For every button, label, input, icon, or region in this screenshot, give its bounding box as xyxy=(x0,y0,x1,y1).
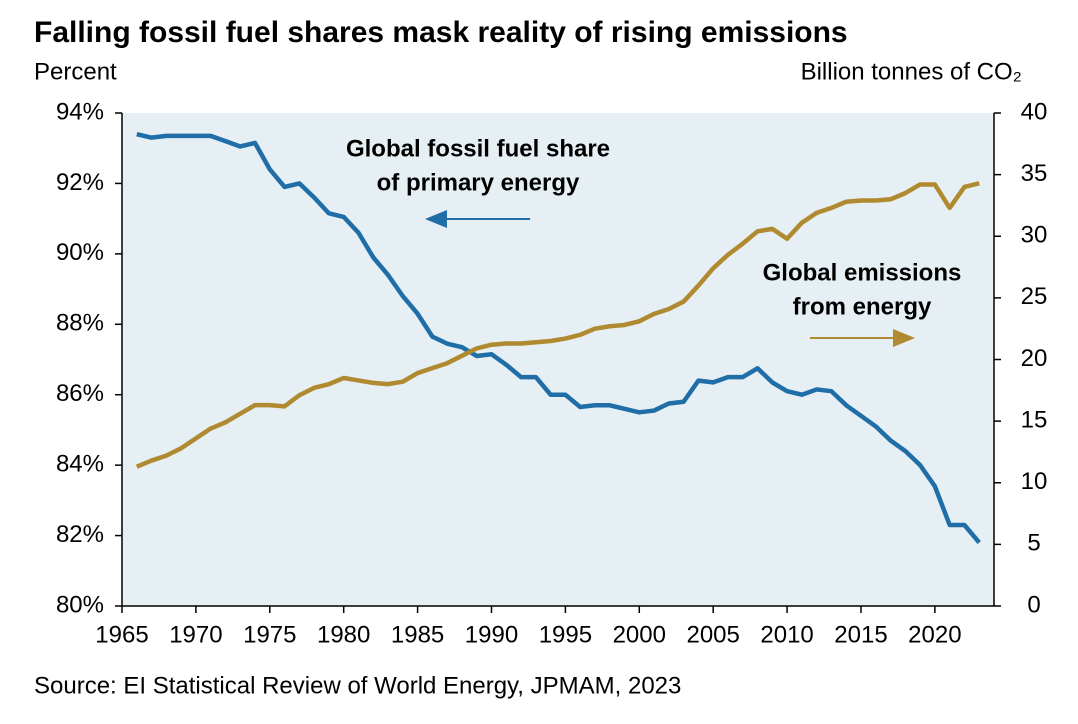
y2-tick-label: 40 xyxy=(1021,98,1048,125)
source: Source: EI Statistical Review of World E… xyxy=(34,672,681,699)
y-tick-label: 90% xyxy=(56,239,104,266)
y-axis-label: Percent xyxy=(34,58,117,85)
x-tick-label: 1980 xyxy=(317,621,370,648)
x-tick-label: 2015 xyxy=(834,621,887,648)
x-tick-label: 2010 xyxy=(760,621,813,648)
chart-title: Falling fossil fuel shares mask reality … xyxy=(34,16,848,49)
y-tick-label: 86% xyxy=(56,380,104,407)
y2-tick-label: 20 xyxy=(1021,345,1048,372)
arrow-head xyxy=(425,210,447,228)
x-tick-label: 2005 xyxy=(686,621,739,648)
annotation: Global fossil fuel share xyxy=(346,135,610,162)
x-tick-label: 1995 xyxy=(539,621,592,648)
series-line xyxy=(135,181,980,469)
y2-tick-label: 5 xyxy=(1027,530,1040,557)
plot-background xyxy=(122,113,994,606)
y2-tick-label: 15 xyxy=(1021,406,1048,433)
y-tick-label: 94% xyxy=(56,98,104,125)
x-tick-label: 1970 xyxy=(169,621,222,648)
y2-tick-label: 0 xyxy=(1027,591,1040,618)
annotation: from energy xyxy=(793,293,932,320)
x-tick-label: 1985 xyxy=(391,621,444,648)
x-tick-label: 1990 xyxy=(465,621,518,648)
y-tick-label: 88% xyxy=(56,310,104,337)
annotation: of primary energy xyxy=(377,169,580,196)
x-tick-label: 1965 xyxy=(95,621,148,648)
y2-tick-label: 10 xyxy=(1021,468,1048,495)
y2-tick-label: 35 xyxy=(1021,160,1048,187)
y2-tick-label: 25 xyxy=(1021,283,1048,310)
y-tick-label: 84% xyxy=(56,450,104,477)
arrow-head xyxy=(893,329,915,347)
y2-tick-label: 30 xyxy=(1021,222,1048,249)
y-tick-label: 92% xyxy=(56,169,104,196)
y-tick-label: 82% xyxy=(56,521,104,548)
y-tick-label: 80% xyxy=(56,591,104,618)
x-tick-label: 2000 xyxy=(613,621,666,648)
x-tick-label: 2020 xyxy=(908,621,961,648)
x-tick-label: 1975 xyxy=(243,621,296,648)
series-line xyxy=(136,131,981,545)
annotation: Global emissions xyxy=(763,259,962,286)
y2-axis-label: Billion tonnes of CO₂ xyxy=(801,58,1022,85)
